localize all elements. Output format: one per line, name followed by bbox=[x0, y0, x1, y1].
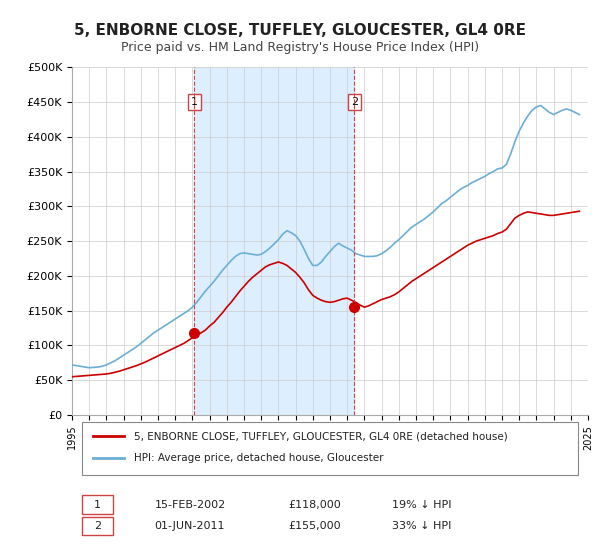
Text: £155,000: £155,000 bbox=[289, 521, 341, 531]
Text: 15-FEB-2002: 15-FEB-2002 bbox=[155, 500, 226, 510]
Text: 1: 1 bbox=[94, 500, 101, 510]
Text: 1: 1 bbox=[191, 97, 198, 107]
FancyBboxPatch shape bbox=[82, 495, 113, 514]
Text: HPI: Average price, detached house, Gloucester: HPI: Average price, detached house, Glou… bbox=[134, 453, 383, 463]
Text: £118,000: £118,000 bbox=[289, 500, 341, 510]
Text: 2: 2 bbox=[94, 521, 101, 531]
Text: Price paid vs. HM Land Registry's House Price Index (HPI): Price paid vs. HM Land Registry's House … bbox=[121, 41, 479, 54]
Text: 5, ENBORNE CLOSE, TUFFLEY, GLOUCESTER, GL4 0RE: 5, ENBORNE CLOSE, TUFFLEY, GLOUCESTER, G… bbox=[74, 24, 526, 38]
Bar bbox=[194, 67, 355, 415]
FancyBboxPatch shape bbox=[82, 422, 578, 475]
FancyBboxPatch shape bbox=[82, 517, 113, 535]
Text: 2: 2 bbox=[351, 97, 358, 107]
Text: 33% ↓ HPI: 33% ↓ HPI bbox=[392, 521, 451, 531]
Text: 19% ↓ HPI: 19% ↓ HPI bbox=[392, 500, 451, 510]
Text: 5, ENBORNE CLOSE, TUFFLEY, GLOUCESTER, GL4 0RE (detached house): 5, ENBORNE CLOSE, TUFFLEY, GLOUCESTER, G… bbox=[134, 431, 508, 441]
Text: 01-JUN-2011: 01-JUN-2011 bbox=[155, 521, 225, 531]
